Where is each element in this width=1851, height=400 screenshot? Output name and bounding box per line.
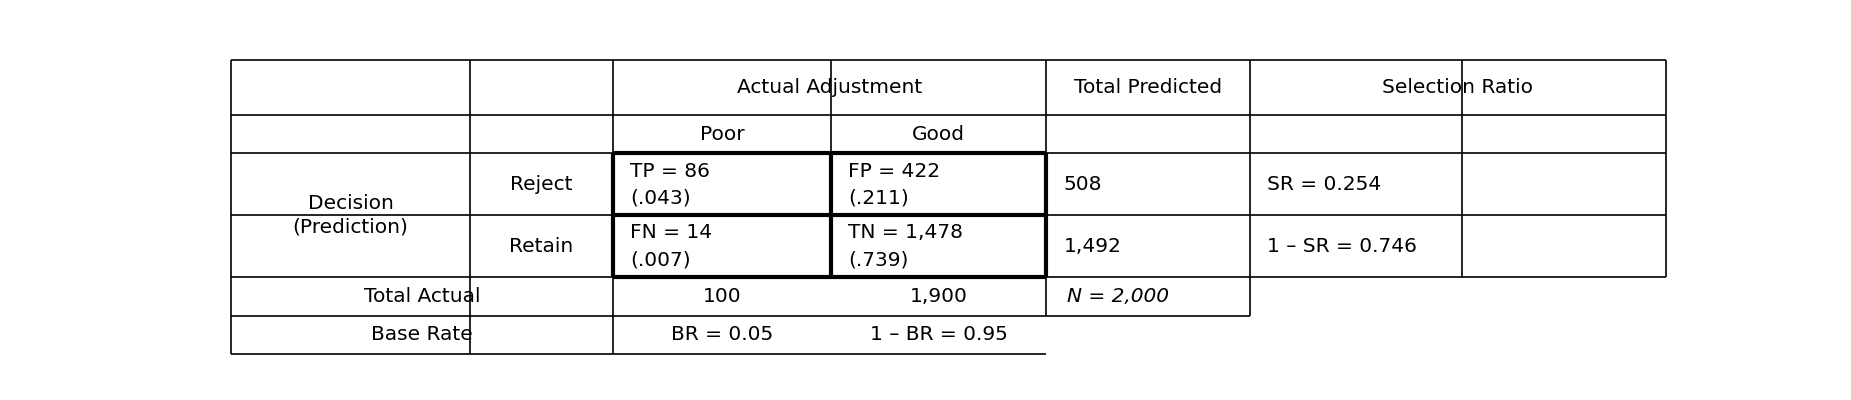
Text: 508: 508 xyxy=(1062,175,1101,194)
Text: Decision: Decision xyxy=(307,194,394,213)
Text: N = 2,000: N = 2,000 xyxy=(1062,287,1170,306)
Text: Reject: Reject xyxy=(511,175,572,194)
Text: (.211): (.211) xyxy=(848,188,909,207)
Text: TN = 1,478: TN = 1,478 xyxy=(848,224,963,242)
Text: Selection Ratio: Selection Ratio xyxy=(1383,78,1533,97)
Text: Base Rate: Base Rate xyxy=(372,325,474,344)
Text: BR = 0.05: BR = 0.05 xyxy=(670,325,774,344)
Text: 1,492: 1,492 xyxy=(1062,237,1122,256)
Text: (.043): (.043) xyxy=(629,188,690,207)
Text: Total Actual: Total Actual xyxy=(365,287,481,306)
Text: Poor: Poor xyxy=(700,124,744,144)
Text: 1 – BR = 0.95: 1 – BR = 0.95 xyxy=(870,325,1007,344)
Text: Total Predicted: Total Predicted xyxy=(1074,78,1222,97)
Text: (.739): (.739) xyxy=(848,250,909,269)
Text: Actual Adjustment: Actual Adjustment xyxy=(737,78,922,97)
Text: TP = 86: TP = 86 xyxy=(629,162,711,180)
Text: FN = 14: FN = 14 xyxy=(629,224,713,242)
Text: (.007): (.007) xyxy=(629,250,690,269)
Text: 1 – SR = 0.746: 1 – SR = 0.746 xyxy=(1268,237,1418,256)
Text: FP = 422: FP = 422 xyxy=(848,162,940,180)
Text: 100: 100 xyxy=(703,287,740,306)
Text: 1,900: 1,900 xyxy=(909,287,968,306)
Text: Retain: Retain xyxy=(509,237,574,256)
Text: (Prediction): (Prediction) xyxy=(292,218,409,237)
Text: Good: Good xyxy=(913,124,964,144)
Text: SR = 0.254: SR = 0.254 xyxy=(1268,175,1381,194)
